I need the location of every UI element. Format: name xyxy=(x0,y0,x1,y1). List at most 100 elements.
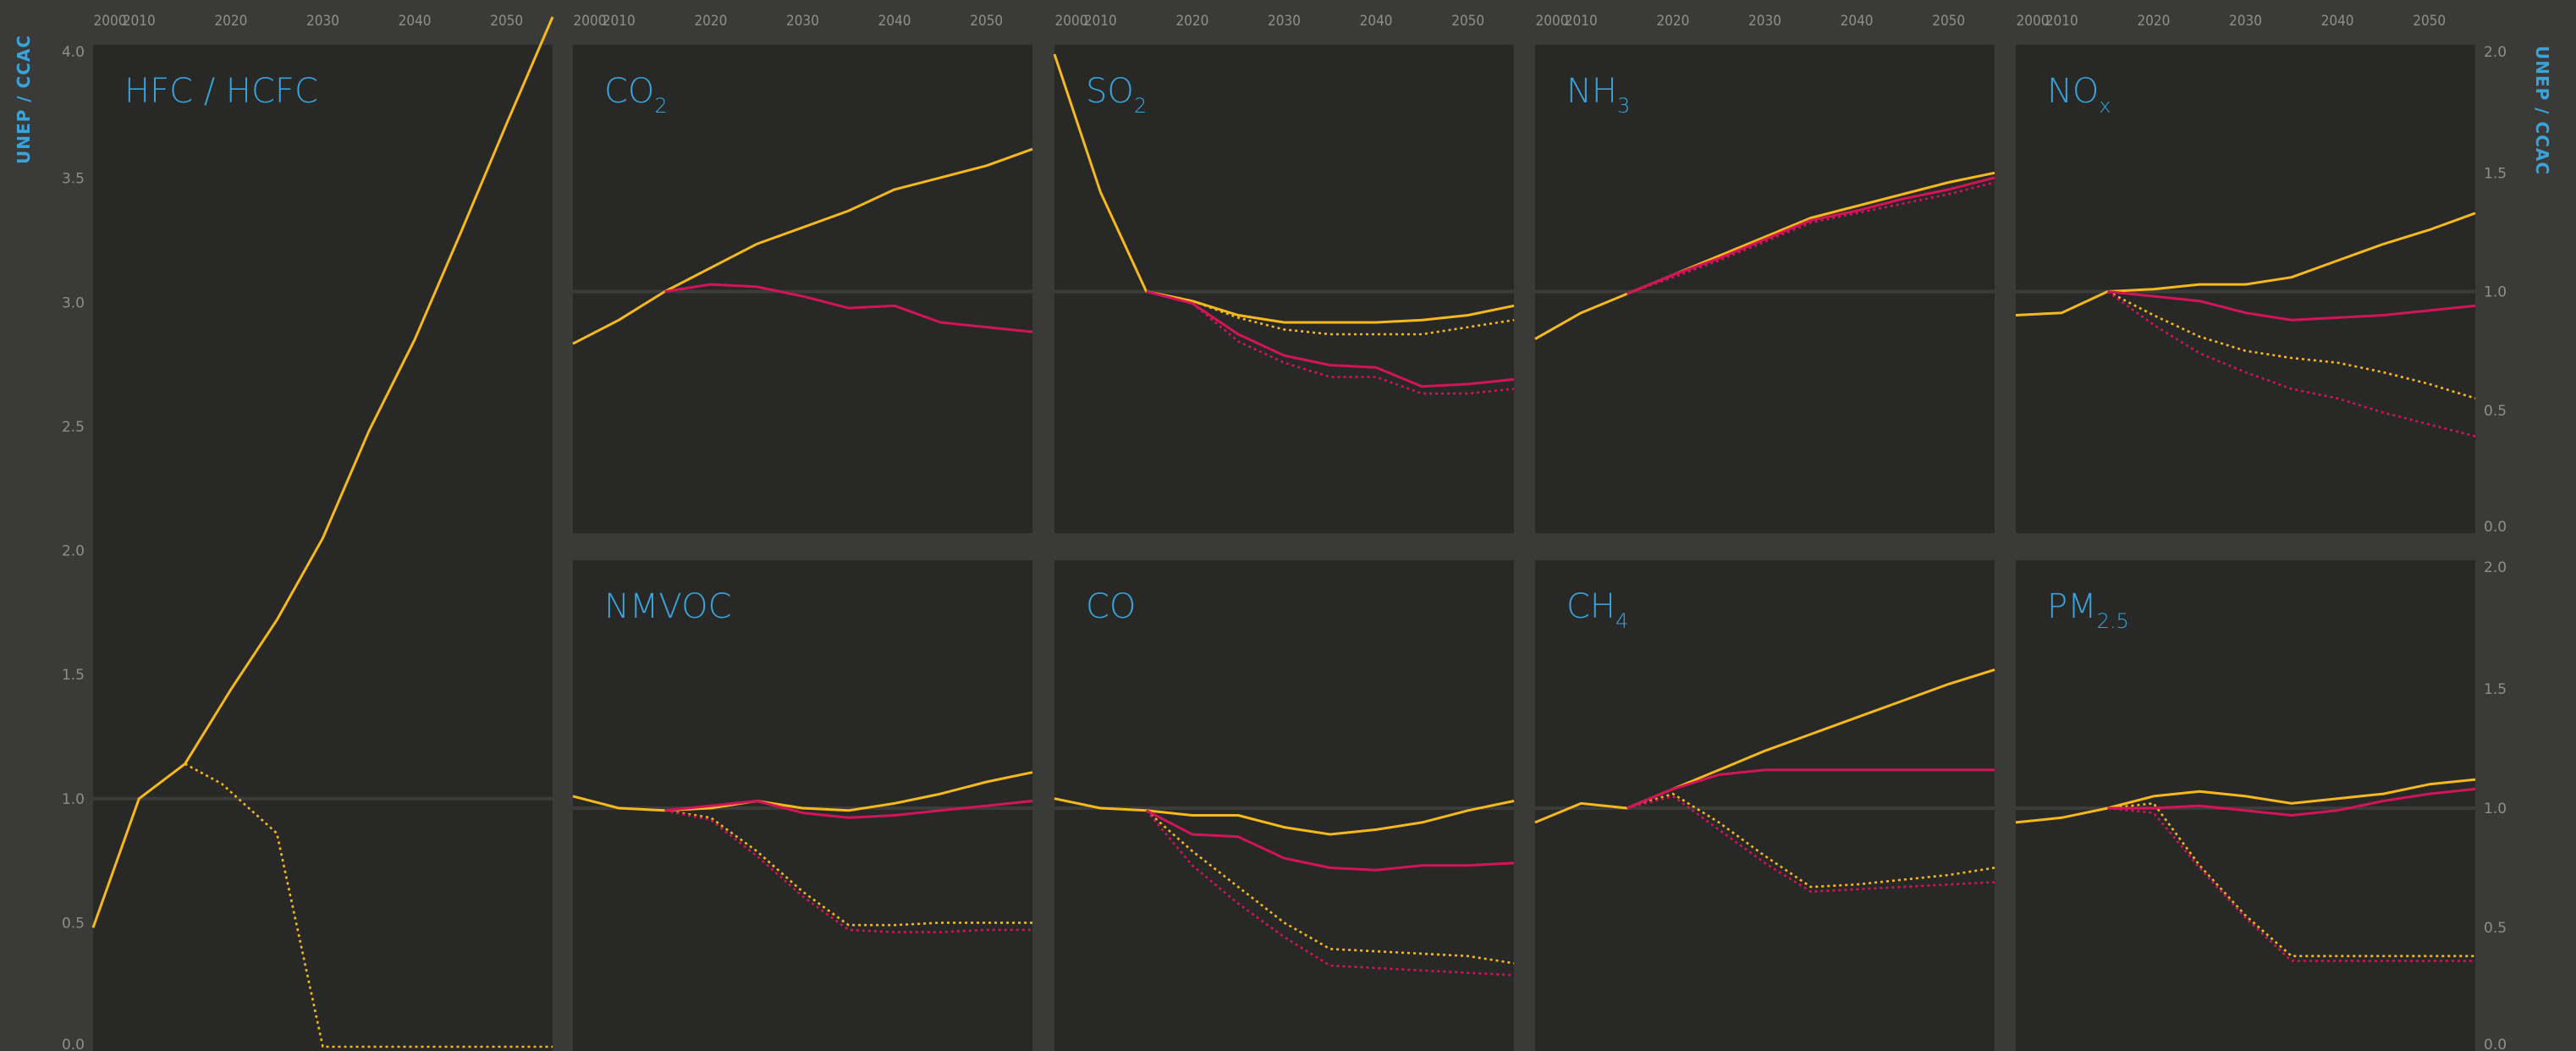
y-tick-label: 4.0 xyxy=(62,44,85,61)
panel-background xyxy=(93,45,553,1051)
side-label-left: UNEP / CCAC xyxy=(14,34,34,164)
series-line-yellow-dotted xyxy=(184,762,553,1048)
chart-panel-7: CO xyxy=(1054,560,1515,1051)
series-line-red-solid xyxy=(1145,809,1515,872)
series-line-yellow-solid xyxy=(1053,53,1515,324)
series-line-yellow-solid xyxy=(2015,212,2476,316)
series-line-red-dotted xyxy=(2106,290,2476,437)
x-tick-label: 2050 xyxy=(1451,13,1484,30)
series-line-yellow-solid xyxy=(1534,668,1995,824)
x-tick-label: 2040 xyxy=(2321,13,2354,30)
x-tick-label: 2000 xyxy=(1536,13,1569,30)
y-tick-label-right: 2.0 xyxy=(2484,44,2507,61)
x-tick-label: 2020 xyxy=(214,13,247,30)
x-tick-label: 2020 xyxy=(1175,13,1208,30)
x-tick-label: 2020 xyxy=(2137,13,2170,30)
y-tick-label: 1.5 xyxy=(62,667,85,684)
y-tick-label: 3.5 xyxy=(62,171,85,188)
series-line-red-solid xyxy=(2107,787,2476,817)
x-tick-label: 2030 xyxy=(1268,13,1301,30)
chart-title: HFC / HCFC xyxy=(124,72,318,111)
chart-title: CO xyxy=(1086,587,1136,626)
x-tick-label: 2020 xyxy=(694,13,727,30)
x-tick-label: 2010 xyxy=(1084,13,1117,30)
panel-background xyxy=(573,45,1032,533)
chart-title-subscript: 3 xyxy=(1617,94,1630,118)
series-line-red-solid xyxy=(1627,768,1995,810)
x-tick-label: 2000 xyxy=(574,13,607,30)
series-line-red-solid xyxy=(1146,290,1515,388)
chart-title-subscript: 4 xyxy=(1616,609,1628,633)
y-tick-label: 0.5 xyxy=(62,915,85,932)
chart-title-subscript: 2 xyxy=(654,94,667,118)
x-tick-label: 2030 xyxy=(786,13,819,30)
x-tick-label: 2040 xyxy=(399,13,432,30)
x-tick-label: 2040 xyxy=(1360,13,1393,30)
side-label-right: UNEP / CCAC xyxy=(2532,46,2552,176)
series-line-yellow-dotted xyxy=(1627,792,1995,889)
y-tick-label-right: 1.5 xyxy=(2484,165,2507,182)
x-tick-label: 2000 xyxy=(94,13,127,30)
x-tick-label: 2020 xyxy=(1656,13,1689,30)
series-line-red-dotted xyxy=(1627,181,1995,295)
series-line-red-dotted xyxy=(664,809,1032,933)
x-tick-label: 2010 xyxy=(123,13,156,30)
series-line-yellow-solid xyxy=(91,16,554,928)
chart-panel-8: CH4 xyxy=(1534,560,1995,1051)
y-tick-label-right: 0.5 xyxy=(2484,403,2507,420)
series-line-red-solid xyxy=(1627,176,1995,295)
series-line-red-solid xyxy=(664,800,1033,819)
series-line-yellow-solid xyxy=(572,771,1033,812)
x-tick-label: 2010 xyxy=(603,13,636,30)
y-tick-label-right: 2.0 xyxy=(2484,559,2507,576)
y-tick-label: 3.0 xyxy=(62,294,85,311)
chart-title-subscript: 2 xyxy=(1134,94,1147,118)
series-line-red-dotted xyxy=(1627,795,1995,893)
y-tick-label-right: 1.5 xyxy=(2484,681,2507,698)
x-tick-label: 2000 xyxy=(2017,13,2050,30)
y-tick-label: 1.0 xyxy=(62,791,85,808)
y-tick-label: 2.0 xyxy=(62,543,85,560)
panel-background xyxy=(2016,45,2475,533)
series-line-yellow-dotted xyxy=(664,809,1032,927)
series-line-yellow-solid xyxy=(1054,797,1515,836)
series-line-yellow-dotted xyxy=(2107,802,2475,958)
x-tick-label: 2000 xyxy=(1055,13,1088,30)
x-tick-label: 2010 xyxy=(2045,13,2078,30)
series-line-red-solid xyxy=(664,283,1033,333)
y-tick-label-right: 1.0 xyxy=(2484,801,2507,817)
panel-background xyxy=(2016,560,2475,1051)
series-line-red-solid xyxy=(2107,290,2476,322)
panel-background xyxy=(573,560,1032,1051)
chart-title-subscript: 2.5 xyxy=(2097,609,2129,633)
y-tick-label: 2.5 xyxy=(62,419,85,436)
y-tick-label-right: 0.0 xyxy=(2484,519,2507,536)
y-tick-label-right: 1.0 xyxy=(2484,284,2507,301)
x-tick-label: 2050 xyxy=(1932,13,1965,30)
panel-background xyxy=(1054,560,1514,1051)
y-tick-label: 0.0 xyxy=(62,1037,85,1051)
chart-panel-6: NMVOC xyxy=(572,560,1033,1051)
chart-title: NMVOC xyxy=(604,587,732,626)
x-tick-label: 2040 xyxy=(878,13,911,30)
y-tick-label-right: 0.0 xyxy=(2484,1037,2507,1051)
chart-panel-9: PM2.50.00.51.01.52.0 xyxy=(2015,559,2507,1051)
series-line-red-dotted xyxy=(1146,290,1515,395)
x-tick-label: 2030 xyxy=(306,13,339,30)
panel-background xyxy=(1054,45,1514,533)
x-tick-label: 2050 xyxy=(490,13,523,30)
series-line-yellow-dotted xyxy=(2107,290,2476,399)
x-tick-label: 2040 xyxy=(1841,13,1874,30)
x-tick-label: 2030 xyxy=(1748,13,1781,30)
x-tick-label: 2010 xyxy=(1565,13,1598,30)
x-tick-label: 2050 xyxy=(970,13,1003,30)
series-line-yellow-solid xyxy=(1534,171,1995,340)
series-line-yellow-solid xyxy=(572,147,1033,345)
x-tick-label: 2030 xyxy=(2229,13,2262,30)
